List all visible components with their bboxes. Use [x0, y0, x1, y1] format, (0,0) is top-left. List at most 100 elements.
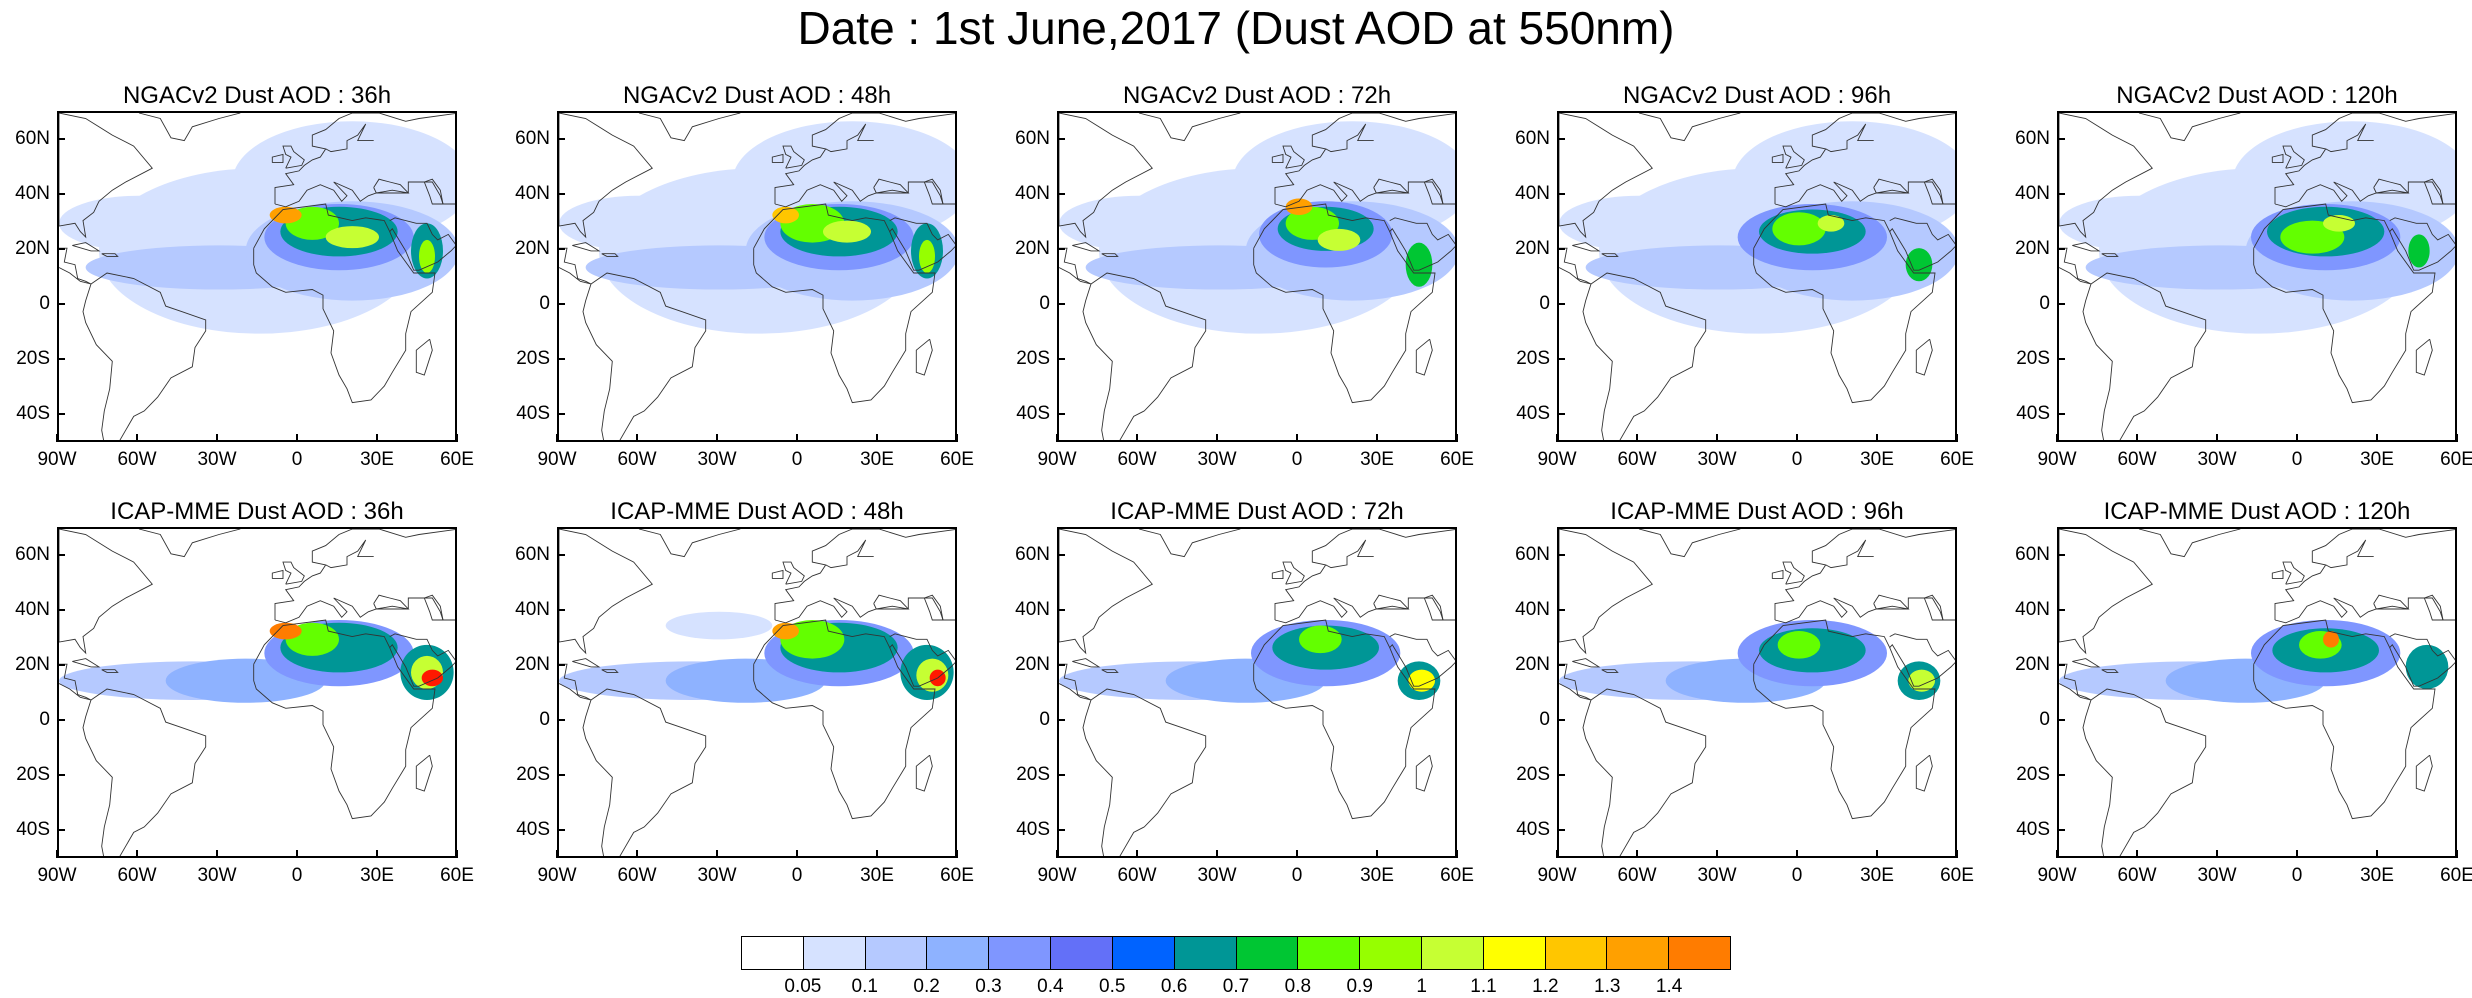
lon-tick	[376, 434, 378, 442]
map-plot-area	[57, 111, 457, 442]
coastline	[101, 669, 119, 673]
coastline	[774, 597, 955, 624]
lon-tick-label: 30E	[1860, 449, 1894, 470]
colorbar-swatch	[1669, 937, 1730, 969]
colorbar-swatch	[1051, 937, 1113, 969]
coastline	[1325, 539, 1374, 569]
map-canvas	[1059, 529, 1455, 856]
coastline	[274, 113, 455, 204]
lon-tick-label: 90W	[1537, 449, 1577, 470]
coastline	[559, 247, 592, 285]
coastline	[774, 113, 955, 204]
lat-tick-label: 20N	[1015, 237, 1050, 259]
colorbar-label: 1.3	[1594, 976, 1621, 997]
lon-tick	[216, 434, 218, 442]
lon-tick	[956, 434, 958, 442]
coastline	[1889, 633, 1955, 687]
coastline	[1601, 669, 1619, 673]
panel-title: ICAP-MME Dust AOD : 48h	[610, 498, 904, 525]
lon-tick-label: 0	[1791, 865, 1803, 886]
lon-tick	[2456, 850, 2458, 858]
coastline	[1415, 338, 1433, 376]
coastline	[59, 663, 92, 701]
coastline	[1271, 153, 1284, 164]
lon-tick-label: 60E	[440, 449, 474, 470]
coastline	[559, 529, 654, 655]
lat-tick-label: 40N	[515, 182, 550, 204]
lat-tick	[1557, 608, 1565, 611]
coastline	[2138, 113, 2241, 142]
coastline	[1138, 529, 1241, 558]
coastline	[72, 658, 101, 668]
coastline	[1774, 113, 1955, 204]
map-canvas	[1559, 113, 1955, 440]
lat-tick	[2057, 137, 2065, 140]
panel-title: NGACv2 Dust AOD : 96h	[1622, 82, 1892, 109]
lat-tick	[2057, 719, 2065, 722]
lon-tick	[2456, 434, 2458, 442]
lon-tick-label: 60W	[117, 449, 157, 470]
lat-tick-label: 20N	[1015, 653, 1050, 675]
coastline	[572, 658, 601, 668]
lat-tick	[2057, 303, 2065, 306]
coastline	[1072, 658, 1101, 668]
lat-tick-label: 60N	[515, 543, 550, 565]
lon-tick-label: 30W	[2197, 865, 2237, 886]
coastline	[1253, 619, 1436, 820]
coastline	[1059, 529, 1154, 655]
colorbar-label: 1.4	[1655, 976, 1683, 997]
coastline	[1274, 529, 1455, 620]
panel-title: ICAP-MME Dust AOD : 36h	[110, 498, 404, 525]
coastline	[1601, 253, 1619, 257]
coastline	[2389, 217, 2455, 271]
coastline	[325, 539, 374, 569]
colorbar-swatch	[1545, 937, 1608, 969]
lat-tick-label: 40N	[2015, 182, 2050, 204]
lat-tick-label: 0	[2039, 709, 2050, 731]
lat-tick-label: 40N	[15, 182, 50, 204]
lat-tick-label: 40S	[16, 819, 50, 841]
lon-tick	[1556, 434, 1558, 442]
coastline	[1271, 569, 1284, 580]
lat-tick	[557, 303, 565, 306]
coastline	[415, 338, 433, 376]
dust-aod-contour	[1299, 625, 1342, 654]
colorbar-label: 0.2	[913, 976, 940, 997]
colorbar-label: 0.1	[851, 976, 878, 997]
lat-tick	[1057, 303, 1065, 306]
dust-aod-contour	[1059, 195, 1219, 251]
lon-tick-label: 30E	[1360, 865, 1394, 886]
lon-tick	[1136, 434, 1138, 442]
coastline	[774, 181, 955, 208]
map-panel: ICAP-MME Dust AOD : 48h 60N 40N 20N 0 20S 40S 9…	[500, 497, 1000, 967]
coastline	[2059, 247, 2092, 285]
lat-tick-label: 40S	[1016, 403, 1050, 425]
lon-tick-label: 0	[791, 449, 803, 470]
coastline	[1638, 529, 1741, 558]
coastline	[923, 594, 944, 621]
lon-tick	[1716, 434, 1718, 442]
lat-tick-label: 20N	[2015, 237, 2050, 259]
lat-tick-label: 40N	[15, 598, 50, 620]
coastline	[825, 123, 874, 153]
coastline	[271, 153, 284, 164]
dust-aod-contour	[559, 195, 719, 251]
coastline	[915, 754, 933, 792]
coastline	[2101, 253, 2119, 257]
coastline	[1389, 633, 1455, 687]
lon-tick	[1376, 434, 1378, 442]
lat-tick	[1057, 719, 1065, 722]
coastline	[782, 561, 805, 585]
lat-tick-label: 20N	[1515, 653, 1550, 675]
coastline	[2082, 272, 2207, 440]
coastline	[138, 113, 241, 142]
coastline	[1059, 247, 1092, 285]
lon-tick	[1456, 850, 1458, 858]
lon-tick-label: 30E	[1360, 449, 1394, 470]
lon-tick-label: 60W	[617, 865, 657, 886]
colorbar-swatch	[1360, 937, 1422, 969]
lon-tick-label: 60E	[2440, 865, 2472, 886]
coastline	[101, 253, 119, 257]
lat-tick-label: 40S	[1516, 403, 1550, 425]
colorbar-label: 0.4	[1037, 976, 1064, 997]
